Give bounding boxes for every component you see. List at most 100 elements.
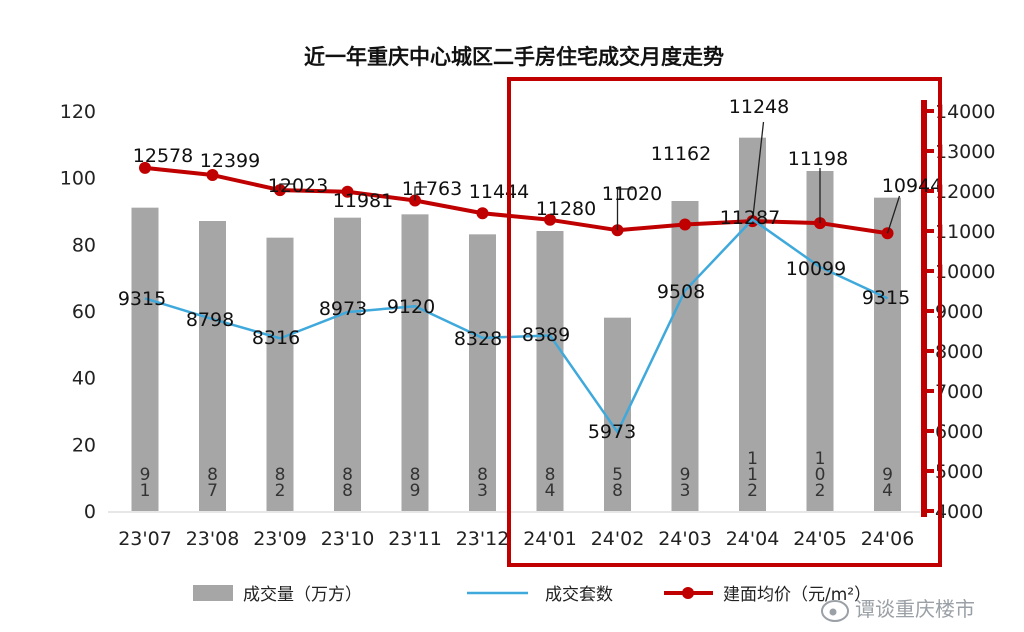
x-tick-label: 24'04 — [726, 528, 780, 550]
units-value-label: 9315 — [862, 287, 910, 309]
left-axis: 0 20 40 60 80 100 120 — [60, 101, 96, 523]
bar — [266, 237, 294, 511]
price-value-label: 11020 — [602, 183, 662, 205]
right-tick-label: 12000 — [935, 181, 995, 203]
price-value-label: 11162 — [651, 143, 711, 165]
price-point — [139, 161, 151, 174]
bars — [131, 137, 901, 512]
bar — [671, 201, 699, 511]
units-value-label: 5973 — [588, 421, 636, 443]
left-tick-label: 120 — [60, 101, 96, 123]
price-value-label: 11280 — [536, 198, 596, 220]
left-tick-label: 20 — [72, 434, 96, 456]
right-tick-label: 6000 — [935, 421, 983, 443]
legend-label: 成交套数 — [545, 585, 613, 605]
right-tick-label: 4000 — [935, 501, 983, 523]
price-label-leader — [751, 121, 765, 222]
right-tick-label: 7000 — [935, 381, 983, 403]
right-tick-label: 5000 — [935, 461, 983, 483]
legend: 成交量（万方） 成交套数 建面均价（元/m²） — [193, 585, 871, 605]
legend-label: 成交量（万方） — [243, 585, 362, 605]
watermark-text: 谭谈重庆楼市 — [855, 597, 975, 621]
highlight-box — [507, 77, 942, 567]
left-tick-label: 60 — [72, 301, 96, 323]
price-value-label: 12399 — [200, 150, 260, 172]
right-tick-label: 11000 — [935, 221, 995, 243]
x-tick-label: 24'05 — [793, 528, 847, 550]
price-point — [476, 207, 489, 220]
price-value-label: 11763 — [402, 178, 462, 200]
price-value-label: 11198 — [788, 148, 848, 170]
price-label-leader — [279, 183, 294, 191]
bar — [536, 231, 564, 511]
bar — [199, 221, 226, 511]
left-tick-label: 0 — [84, 501, 96, 523]
x-tick-label: 23'07 — [118, 528, 172, 550]
weibo-icon — [821, 600, 849, 622]
right-tick-label: 8000 — [935, 341, 983, 363]
left-tick-label: 100 — [60, 168, 96, 190]
x-axis: 23'07 23'08 23'09 23'10 23'11 23'12 24'01 24'02… — [108, 511, 920, 550]
price-label-leader — [616, 188, 634, 231]
left-tick-label: 40 — [72, 368, 96, 390]
x-tick-label: 23'08 — [186, 528, 240, 550]
right-tick-label: 10000 — [935, 261, 995, 283]
weibo-icon-eye — [829, 608, 837, 616]
bar — [874, 197, 901, 511]
price-value-label: 12578 — [133, 145, 193, 167]
bar — [469, 234, 496, 512]
units-value-label: 9120 — [387, 296, 435, 318]
price-point — [544, 213, 556, 226]
price-value-label: 11248 — [729, 96, 789, 118]
legend-swatch-bar — [193, 585, 233, 601]
weibo-icon-body — [821, 600, 849, 622]
x-tick-label: 23'11 — [388, 528, 442, 550]
price-value-label: 11444 — [469, 181, 529, 203]
bar — [131, 207, 159, 511]
price-point — [679, 218, 691, 231]
legend-label: 建面均价（元/m²） — [723, 585, 871, 605]
x-tick-label: 23'10 — [321, 528, 375, 550]
x-tick-label: 23'12 — [456, 528, 510, 550]
bar — [401, 214, 429, 512]
units-value-label: 9315 — [118, 288, 166, 310]
left-tick-label: 80 — [72, 234, 96, 256]
bar-labels: 9 1 8 7 8 2 8 8 8 9 8 3 8 4 5 8 9 3 1 1 2 1 0 2 9 4 — [140, 449, 893, 501]
x-tick-label: 24'02 — [591, 528, 645, 550]
price-line-path — [144, 165, 888, 236]
units-value-label: 8389 — [522, 324, 570, 346]
units-value-label: 9508 — [657, 281, 705, 303]
units-value-label: 10099 — [786, 258, 846, 280]
units-value-label: 8798 — [186, 309, 234, 331]
units-value-label: 8973 — [319, 298, 367, 320]
units-value-label: 8316 — [252, 327, 300, 349]
price-label-leader — [414, 186, 427, 201]
x-tick-label: 24'03 — [658, 528, 712, 550]
price-point — [206, 169, 219, 182]
chart-title: 近一年重庆中心城区二手房住宅成交月度走势 — [304, 45, 724, 69]
bar — [739, 137, 766, 511]
price-value-label: 11981 — [333, 190, 393, 212]
right-tick-label: 9000 — [935, 301, 983, 323]
price-point — [341, 185, 354, 198]
legend-swatch-price-marker — [682, 587, 694, 599]
watermark: 谭谈重庆楼市 — [821, 597, 975, 622]
units-line: 9315 8798 8316 8973 9120 8328 8389 5973 9508 1128… — [118, 207, 910, 443]
x-tick-label: 24'01 — [523, 528, 577, 550]
price-value-label: 10944 — [882, 175, 942, 197]
bar — [334, 217, 361, 511]
right-tick-label: 13000 — [935, 141, 995, 163]
right-tick-label: 14000 — [935, 101, 995, 123]
